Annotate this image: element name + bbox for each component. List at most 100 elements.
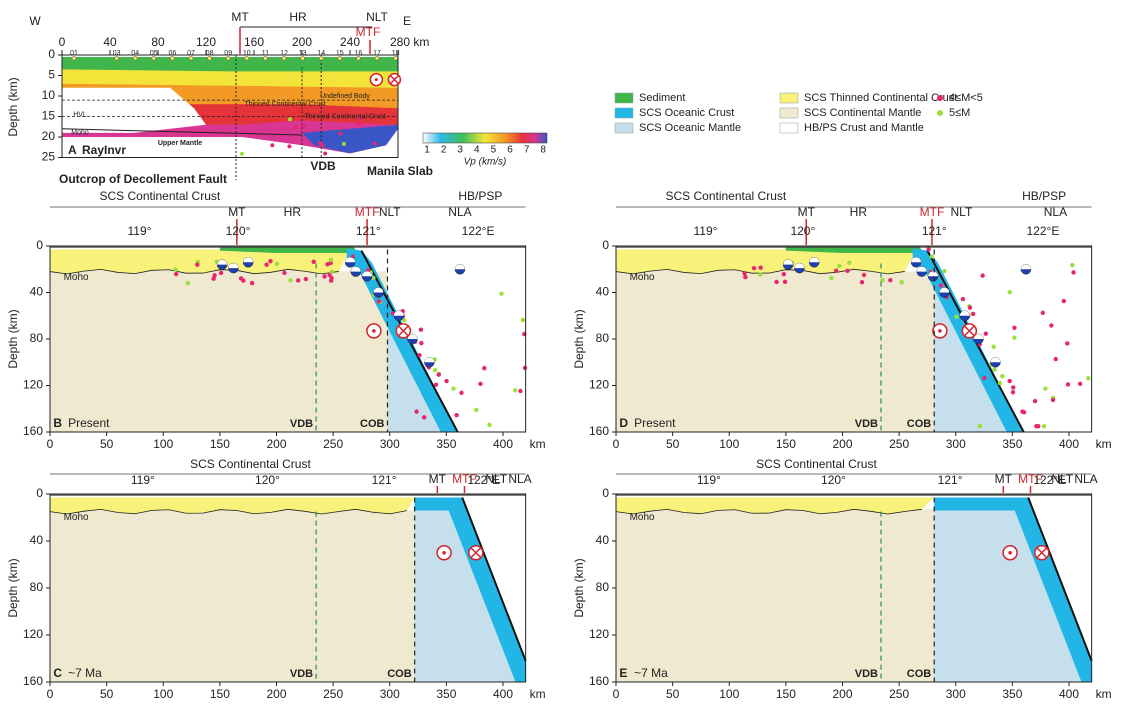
y-tick-label: 0 <box>36 486 43 500</box>
age-label: ~7 Ma <box>68 666 102 680</box>
earthquake <box>341 141 346 146</box>
moho-label: Moho <box>630 512 655 523</box>
legend-swatch <box>779 122 799 134</box>
obs-marker <box>374 56 380 61</box>
x-tick-label: 100 <box>719 687 739 701</box>
earthquake <box>781 272 787 277</box>
earthquake <box>474 407 479 413</box>
x-tick-label: 300 <box>380 687 400 701</box>
legend-swatch <box>614 122 634 134</box>
focal-mechanism <box>973 334 984 339</box>
earthquake <box>323 151 328 156</box>
earthquake <box>478 381 483 387</box>
colorbar-tick: 2 <box>441 145 447 156</box>
x-tick-label: 0 <box>47 687 54 701</box>
obs-label: 03 <box>113 50 121 57</box>
y-tick-label: 120 <box>589 627 609 641</box>
colorbar <box>422 132 548 144</box>
thinned-crust <box>616 497 935 514</box>
x-tick-label: 400 <box>1059 687 1079 701</box>
motion-symbol <box>374 78 378 82</box>
focal-mechanism <box>362 271 373 277</box>
y-tick-label: 160 <box>23 674 43 688</box>
earthquake <box>432 367 438 373</box>
x-tick-label: 150 <box>776 437 796 451</box>
legend-swatch <box>779 92 799 104</box>
earthquake <box>185 280 191 286</box>
continental-mantle <box>50 251 388 432</box>
marker-label: HR <box>284 205 302 219</box>
earthquake <box>982 375 987 381</box>
earthquake <box>421 415 427 420</box>
lon-tick-label: 121° <box>938 473 963 487</box>
y-tick-label: 80 <box>596 580 610 594</box>
marker-label: MTF <box>1018 472 1043 486</box>
earthquake <box>992 367 997 372</box>
obs-label: 06 <box>169 50 177 57</box>
marker-label: MT <box>798 205 816 219</box>
focal-mechanism <box>794 263 805 269</box>
earthquake <box>977 423 982 429</box>
marker-label: MTF <box>355 205 380 219</box>
y-tick-label: 80 <box>30 580 44 594</box>
x-tick-label: 300 <box>946 437 966 451</box>
earthquake <box>414 409 419 414</box>
motion-symbol <box>1008 550 1012 555</box>
focal-mechanism <box>393 310 404 316</box>
earthquake <box>1077 381 1083 386</box>
legend-swatch <box>937 110 943 116</box>
colorbar-tick: 5 <box>491 145 497 156</box>
focal-mechanism <box>1020 264 1031 270</box>
vdb-label: VDB <box>855 668 878 680</box>
oceanic-crust <box>414 497 526 682</box>
focal-mechanism <box>809 257 820 263</box>
y-tick-label: 0 <box>48 47 55 61</box>
y-axis-label: Depth (km) <box>6 77 20 136</box>
x-tick-label: 160 <box>244 35 264 49</box>
unit-label: HB/PSP <box>1022 189 1066 203</box>
plot-frame <box>61 54 399 158</box>
lon-tick-label: 120° <box>226 224 251 238</box>
x-tick-label: 50 <box>666 687 680 701</box>
x-tick-label: 200 <box>832 437 852 451</box>
marker-label: MT <box>995 472 1013 486</box>
obs-marker <box>263 56 268 61</box>
earthquake <box>880 277 885 283</box>
x-tick-label: 400 <box>493 687 513 701</box>
marker-label: NLA <box>1074 472 1097 486</box>
marker-label: NLT <box>379 205 401 219</box>
earthquake <box>997 380 1003 386</box>
legend-label: Sediment <box>639 92 685 104</box>
marker-label: NLA <box>1044 205 1067 219</box>
y-tick-label: 120 <box>589 378 609 392</box>
earthquake <box>268 258 273 264</box>
age-label: Present <box>634 416 676 430</box>
obs-label: 10 <box>243 50 251 57</box>
method-label: RayInvr <box>82 143 126 157</box>
obs-marker <box>151 56 157 61</box>
colorbar-tick: 4 <box>474 145 480 156</box>
motion-symbol <box>938 329 942 333</box>
moho-label: Moho <box>630 272 655 283</box>
x-tick-label: 280 km <box>390 35 429 49</box>
colorbar-tick: 8 <box>540 145 546 156</box>
earthquake <box>433 382 439 387</box>
lon-tick-label: 119° <box>697 473 721 487</box>
legend-swatch <box>614 92 634 104</box>
motion-symbol <box>963 325 975 337</box>
x-tick-label: 0 <box>59 35 66 49</box>
obs-marker <box>318 56 324 61</box>
moho-label: Moho <box>64 512 89 523</box>
x-tick-label: 300 <box>380 437 400 451</box>
velocity-layer <box>302 124 398 154</box>
x-tick-label: 100 <box>153 437 173 451</box>
lon-tick-label: 122°E <box>1033 473 1066 487</box>
moho-line <box>49 508 407 515</box>
thinned-crust <box>616 249 917 274</box>
colorbar-tick: 7 <box>524 145 530 156</box>
annotation: HVL <box>73 111 87 118</box>
colorbar-tick: 6 <box>507 145 513 156</box>
earthquake <box>1049 323 1054 328</box>
focal-mechanism <box>217 259 228 265</box>
lon-tick-label: 120° <box>821 473 846 487</box>
